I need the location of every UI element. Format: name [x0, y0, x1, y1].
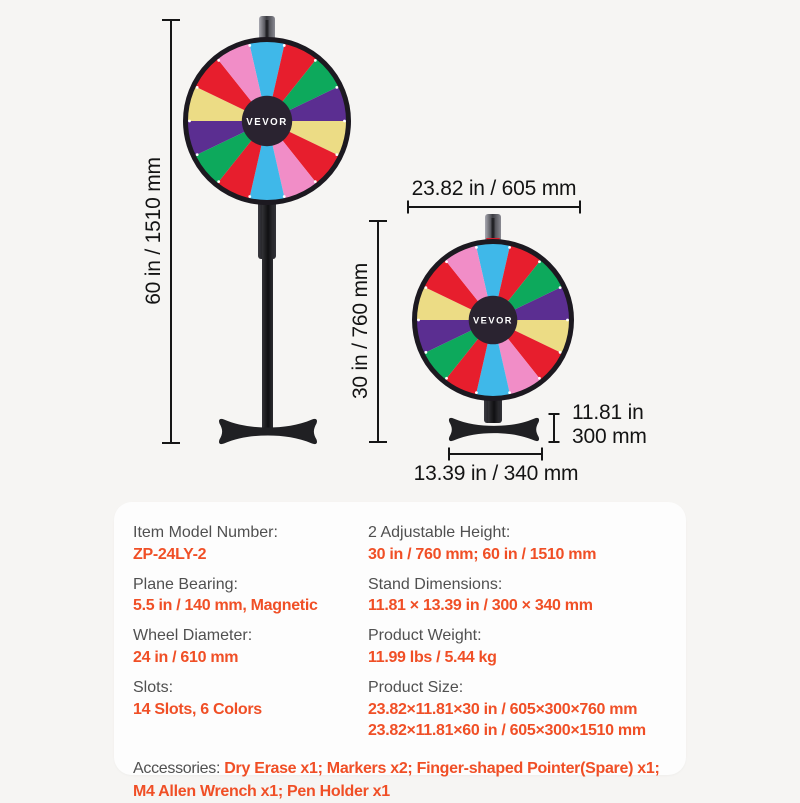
spec-label: Stand Dimensions:	[368, 575, 503, 593]
dimension-line-base-width	[448, 453, 543, 455]
svg-text:VEVOR: VEVOR	[246, 117, 287, 128]
spec-label: Item Model Number:	[133, 524, 278, 541]
prize-wheel-short: VEVOR	[412, 239, 574, 401]
dimension-label-tall-height: 60 in / 1510 mm	[142, 157, 165, 305]
product-dimension-diagram: VEVOR 60 in / 1510 mm VEVOR 23.82 in / 6…	[0, 0, 800, 500]
accessories-label: Accessories:	[133, 760, 221, 778]
spec-value: 11.81 × 13.39 in / 300 × 340 mm	[368, 597, 593, 615]
stand-pole-tall	[262, 205, 273, 429]
spec-item-model-number: Item Model Number: ZP-24LY-2	[133, 523, 368, 566]
dimension-label-base-height-in: 11.81 in	[572, 401, 644, 424]
dimension-label-wheel-width: 23.82 in / 605 mm	[411, 177, 577, 200]
spec-card: Item Model Number: ZP-24LY-2 2 Adjustabl…	[114, 502, 686, 800]
dimension-label-short-height: 30 in / 760 mm	[349, 262, 372, 400]
spec-stand-dimensions: Stand Dimensions: 11.81 × 13.39 in / 300…	[368, 575, 664, 618]
dimension-label-base-width: 13.39 in / 340 mm	[413, 462, 579, 485]
stand-base-short	[448, 417, 540, 442]
spec-accessories: Accessories: Dry Erase x1; Markers x2; F…	[133, 758, 664, 803]
spec-value: 24 in / 610 mm	[133, 648, 239, 666]
dimension-line-short-height	[377, 220, 379, 443]
spec-label: 2 Adjustable Height:	[368, 524, 511, 541]
spec-value: 23.82×11.81×60 in / 605×300×1510 mm	[368, 722, 646, 740]
accessories-value: Dry Erase x1; Markers x2; Finger-shaped …	[133, 760, 660, 800]
spec-wheel-diameter: Wheel Diameter: 24 in / 610 mm	[133, 626, 368, 669]
spec-product-weight: Product Weight: 11.99 lbs / 5.44 kg	[368, 626, 664, 669]
spec-label: Product Weight:	[368, 627, 482, 645]
spec-grid: Item Model Number: ZP-24LY-2 2 Adjustabl…	[133, 523, 664, 803]
stand-base-tall	[219, 418, 317, 445]
spec-adjustable-height: 2 Adjustable Height: 30 in / 760 mm; 60 …	[368, 523, 664, 566]
prize-wheel-tall: VEVOR	[183, 37, 351, 205]
spec-label: Plane Bearing:	[133, 575, 238, 593]
spec-label: Slots:	[133, 678, 174, 696]
spec-value: 30 in / 760 mm; 60 in / 1510 mm	[368, 545, 597, 563]
spec-value: ZP-24LY-2	[133, 545, 207, 563]
spec-value: 23.82×11.81×30 in / 605×300×760 mm	[368, 700, 638, 718]
dimension-line-wheel-width	[407, 206, 581, 208]
svg-text:VEVOR: VEVOR	[473, 316, 513, 326]
dimension-label-base-height-mm: 300 mm	[572, 425, 647, 448]
spec-value: 11.99 lbs / 5.44 kg	[368, 648, 497, 666]
spec-label: Wheel Diameter:	[133, 627, 253, 645]
dimension-line-tall-height	[170, 19, 172, 444]
spec-plane-bearing: Plane Bearing: 5.5 in / 140 mm, Magnetic	[133, 575, 368, 618]
spec-value: 14 Slots, 6 Colors	[133, 700, 262, 718]
spec-slots: Slots: 14 Slots, 6 Colors	[133, 678, 368, 742]
wheel-pointer-short	[485, 214, 501, 242]
dimension-line-base-height	[553, 413, 555, 443]
spec-label: Product Size:	[368, 678, 464, 696]
spec-product-size: Product Size: 23.82×11.81×30 in / 605×30…	[368, 678, 664, 742]
stand-pole-short	[488, 398, 499, 423]
spec-value: 5.5 in / 140 mm, Magnetic	[133, 597, 318, 615]
